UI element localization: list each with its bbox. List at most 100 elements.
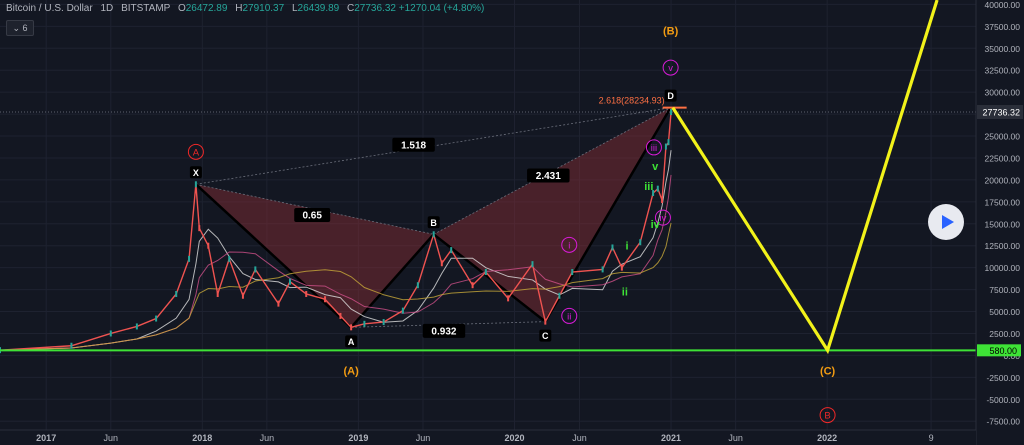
ratio-label-text: 0.65: [302, 211, 322, 222]
price-candle: [207, 242, 210, 249]
y-tick-label: 25000.00: [985, 132, 1021, 142]
grid: [0, 0, 976, 430]
wave-label-circle: [561, 307, 578, 324]
pattern-edge: [350, 233, 435, 329]
play-button[interactable]: [928, 204, 964, 240]
wave-label: iii: [645, 139, 662, 156]
ratio-label: 2.431: [527, 168, 570, 183]
x-tick-label: 2017: [36, 433, 56, 443]
pattern-edge: [195, 183, 352, 329]
pattern-point-d: D: [664, 89, 677, 102]
y-tick-label: -7500.00: [986, 417, 1020, 427]
price-candle: [639, 239, 642, 246]
y-tick-label: 15000.00: [985, 219, 1021, 229]
wave-label-text: (A): [343, 365, 359, 377]
time-scale: 2017 Jun 2018 Jun 2019 Jun 2020 Jun 2021 Jun 2022 9: [0, 429, 976, 445]
ratio-label: 1.518: [392, 137, 435, 152]
interval-label[interactable]: 1D: [100, 3, 114, 14]
change-value: +1270.04 (+4.80%): [398, 3, 485, 14]
price-candle: [241, 292, 244, 299]
wave-label-text: i: [568, 240, 570, 251]
price-candle: [571, 269, 574, 276]
x-tick-label: 2020: [505, 433, 525, 443]
x-tick-label: 9: [929, 433, 934, 443]
last-price-tag: 27736.32: [977, 105, 1023, 120]
price-candle: [339, 312, 342, 319]
wave-label-circle: [645, 139, 662, 156]
last-price-tag-text: 27736.32: [982, 108, 1020, 118]
pattern-point-label: X: [193, 168, 199, 178]
price-series-line: [0, 111, 672, 351]
price-candle: [382, 319, 385, 326]
y-tick-label: 35000.00: [985, 44, 1021, 54]
wave-label: iv: [651, 219, 661, 231]
price-candle: [544, 318, 547, 325]
wave-label: A: [187, 143, 204, 160]
time-scale-bg: [0, 430, 976, 445]
wave-label: iii: [644, 181, 653, 193]
y-tick-label: -5000.00: [986, 395, 1020, 405]
x-tick-label: 2022: [817, 433, 837, 443]
y-tick-label: 17500.00: [985, 197, 1021, 207]
ratio-label-text: 0.932: [431, 326, 456, 337]
y-tick-label: 40000.00: [985, 0, 1021, 10]
price-candle: [652, 190, 655, 197]
pattern-point-label: B: [430, 218, 437, 228]
support-tag-bg: [977, 344, 1021, 357]
pattern-point-c: C: [539, 329, 552, 342]
ratio-label: 0.65: [294, 208, 331, 222]
price-candle: [198, 225, 201, 232]
wave-label: (C): [820, 365, 836, 377]
x-tick-label: 2019: [348, 433, 368, 443]
wave-label-text: ii: [622, 286, 628, 298]
y-tick-label: 2500.00: [989, 329, 1020, 339]
price-candle: [194, 181, 197, 188]
price-candle: [620, 264, 623, 271]
wave-label: B: [819, 407, 836, 424]
y-tick-label: 7500.00: [989, 285, 1020, 295]
wave-label-text: iv: [659, 213, 666, 224]
ratio-label-bg: [422, 323, 466, 338]
price-scale: 40000.00 37500.00 35000.00 32500.00 30000.00…: [975, 0, 1024, 445]
price-candle: [155, 315, 158, 322]
ratio-label: 0.932: [422, 323, 466, 338]
wave-label-text: ii: [567, 311, 571, 322]
wave-label-text: iv: [651, 219, 661, 231]
price-candle: [216, 290, 219, 297]
pattern-point-bg: [664, 89, 677, 102]
wave-label: (A): [343, 365, 359, 377]
pattern-point-label: A: [348, 337, 355, 347]
price-candle: [507, 295, 510, 302]
price-candle: [401, 307, 404, 314]
price-candle: [661, 197, 664, 204]
ratio-label-bg: [392, 137, 435, 152]
wave-label: iv: [654, 209, 671, 226]
wave-label-text: A: [193, 147, 200, 158]
x-tick-label: 2021: [661, 433, 681, 443]
indicators-toggle[interactable]: ⌄ 6: [6, 20, 34, 36]
wave-label-text: iii: [651, 143, 657, 154]
wave-label-text: iii: [644, 181, 653, 193]
pattern-point-label: D: [667, 91, 674, 101]
play-icon: [942, 215, 954, 229]
price-candle: [670, 109, 673, 116]
price-candle: [350, 324, 353, 331]
symbol-name[interactable]: Bitcoin / U.S. Dollar: [6, 3, 93, 14]
ratio-label-bg: [527, 168, 570, 183]
wave-label-circle: [819, 407, 836, 424]
wave-label-text: (C): [820, 365, 836, 377]
price-candle: [471, 282, 474, 289]
price-candle: [440, 260, 443, 267]
price-candle: [109, 330, 112, 337]
pattern-edge: [432, 233, 547, 323]
price-candle: [656, 185, 659, 192]
wave-label-text: v: [668, 63, 673, 74]
pattern-triangle: [433, 107, 671, 322]
symbol-header: Bitcoin / U.S. Dollar 1D BITSTAMP O26472…: [6, 3, 484, 14]
wave-label-circle: [654, 209, 671, 226]
price-candle: [288, 278, 291, 285]
wave-label: v: [662, 59, 679, 76]
x-tick-label: Jun: [728, 433, 743, 443]
wave-label: i: [561, 236, 578, 253]
